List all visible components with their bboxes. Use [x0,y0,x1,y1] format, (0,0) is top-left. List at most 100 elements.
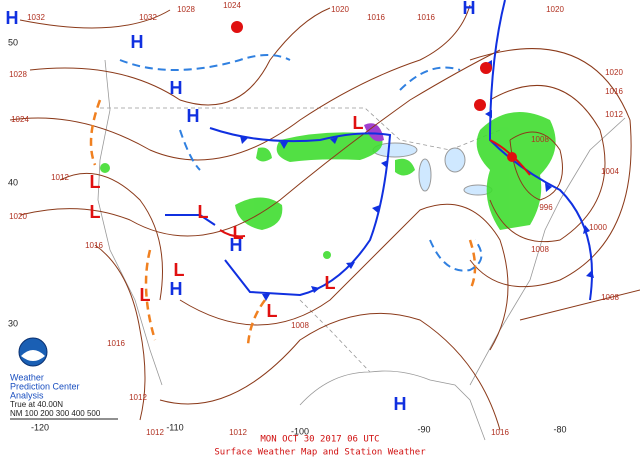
isobar [489,85,606,243]
high-pressure: H [170,279,183,299]
isobar-label: 1012 [51,173,69,182]
high-pressure: H [131,32,144,52]
low-pressure: L [353,113,364,133]
isobar [159,312,501,431]
precip-area [256,147,272,162]
isobar-label: 1012 [146,428,164,437]
isobar [94,244,146,421]
cold-front [209,127,392,297]
isobar-label: 1012 [129,393,147,402]
high-pressure: H [170,78,183,98]
trough [468,239,477,291]
isobar-label: 1008 [291,321,309,330]
low-pressure: L [233,223,244,243]
warm-pip [480,62,492,74]
isobar-label: 1004 [601,167,619,176]
isobar-label: 1012 [229,428,247,437]
noaa-bird [21,350,45,361]
lake [418,158,432,192]
valid-time: MON OCT 30 2017 06 UTC [260,435,379,445]
trough [246,299,267,346]
ridge [399,66,461,91]
isobar [509,131,563,201]
isobar-label: 1016 [85,241,103,250]
border [299,299,371,373]
warm-pip [474,99,486,111]
isobar [19,9,171,29]
latitude-label: 40 [8,177,18,187]
longitude-label: -120 [31,422,49,432]
isobar-label: 1016 [367,13,385,22]
cold-front [165,214,216,226]
isobar-label: 1008 [531,245,549,254]
logo-line: Prediction Center [10,381,80,391]
ridge [119,54,291,71]
precip-area [323,251,331,259]
precip-area [395,158,415,176]
isobar [59,172,163,301]
isobar-label: 1008 [531,135,549,144]
low-pressure: L [198,202,209,222]
west-coast [97,59,163,386]
gulf-coast [299,370,486,441]
isobar [9,4,471,161]
trough [144,249,157,341]
isobar-label: 1012 [605,110,623,119]
ridge [179,129,201,171]
high-pressure: H [394,394,407,414]
warm-front [219,229,246,238]
warm-pip [231,21,243,33]
projection-note: True at 40.00N [10,400,63,409]
longitude-label: -90 [417,424,430,434]
fronts [89,0,593,346]
low-pressure: L [174,260,185,280]
isobar [29,7,331,106]
mixed-precip [364,123,384,142]
isobar-label: 1016 [107,339,125,348]
isobar-label: 1000 [589,223,607,232]
logo-text: Weather Prediction Center Analysis True … [10,372,101,418]
isobar-label: 1020 [331,5,349,14]
logo-line: Analysis [10,390,44,400]
isobar-label: 996 [539,203,553,212]
isobar-label: 1008 [601,293,619,302]
isobar [179,203,509,351]
isobar-label: 1032 [27,13,45,22]
footer: MON OCT 30 2017 06 UTC Surface Weather M… [214,435,426,458]
longitude-label: -100 [291,426,309,436]
isobar [519,289,640,321]
low-pressure: L [267,301,278,321]
border [100,107,501,151]
isobar-label: 1032 [139,13,157,22]
ridge [429,239,483,272]
isobar-label: 1016 [605,87,623,96]
isobar-label: 1024 [223,1,241,10]
isobar-label: 1020 [546,5,564,14]
low-pressure: L [325,273,336,293]
isobar-label: 1024 [11,115,29,124]
latitude-label: 50 [8,37,18,47]
low-pressure: L [90,202,101,222]
isobar [19,49,501,237]
longitude-label: -110 [166,422,183,432]
lake [444,147,466,173]
high-pressure: H [463,0,476,18]
high-pressure: H [6,8,19,28]
warm-pips [231,21,517,162]
isobar-label: 1020 [9,212,27,221]
longitude-label: -80 [553,424,566,434]
isobar-label: 1020 [605,68,623,77]
logo [18,337,48,367]
isobars [9,4,640,431]
logo-line: Weather [10,372,44,382]
high-pressure: H [230,235,243,255]
low-pressure: L [90,172,101,192]
isobar-label: 1028 [9,70,27,79]
trough [89,99,102,166]
precip-area [100,163,110,173]
distance-scale: NM 100 200 300 400 500 [10,409,101,418]
isobar-label: 1028 [177,5,195,14]
latitude-label: 30 [8,318,18,328]
